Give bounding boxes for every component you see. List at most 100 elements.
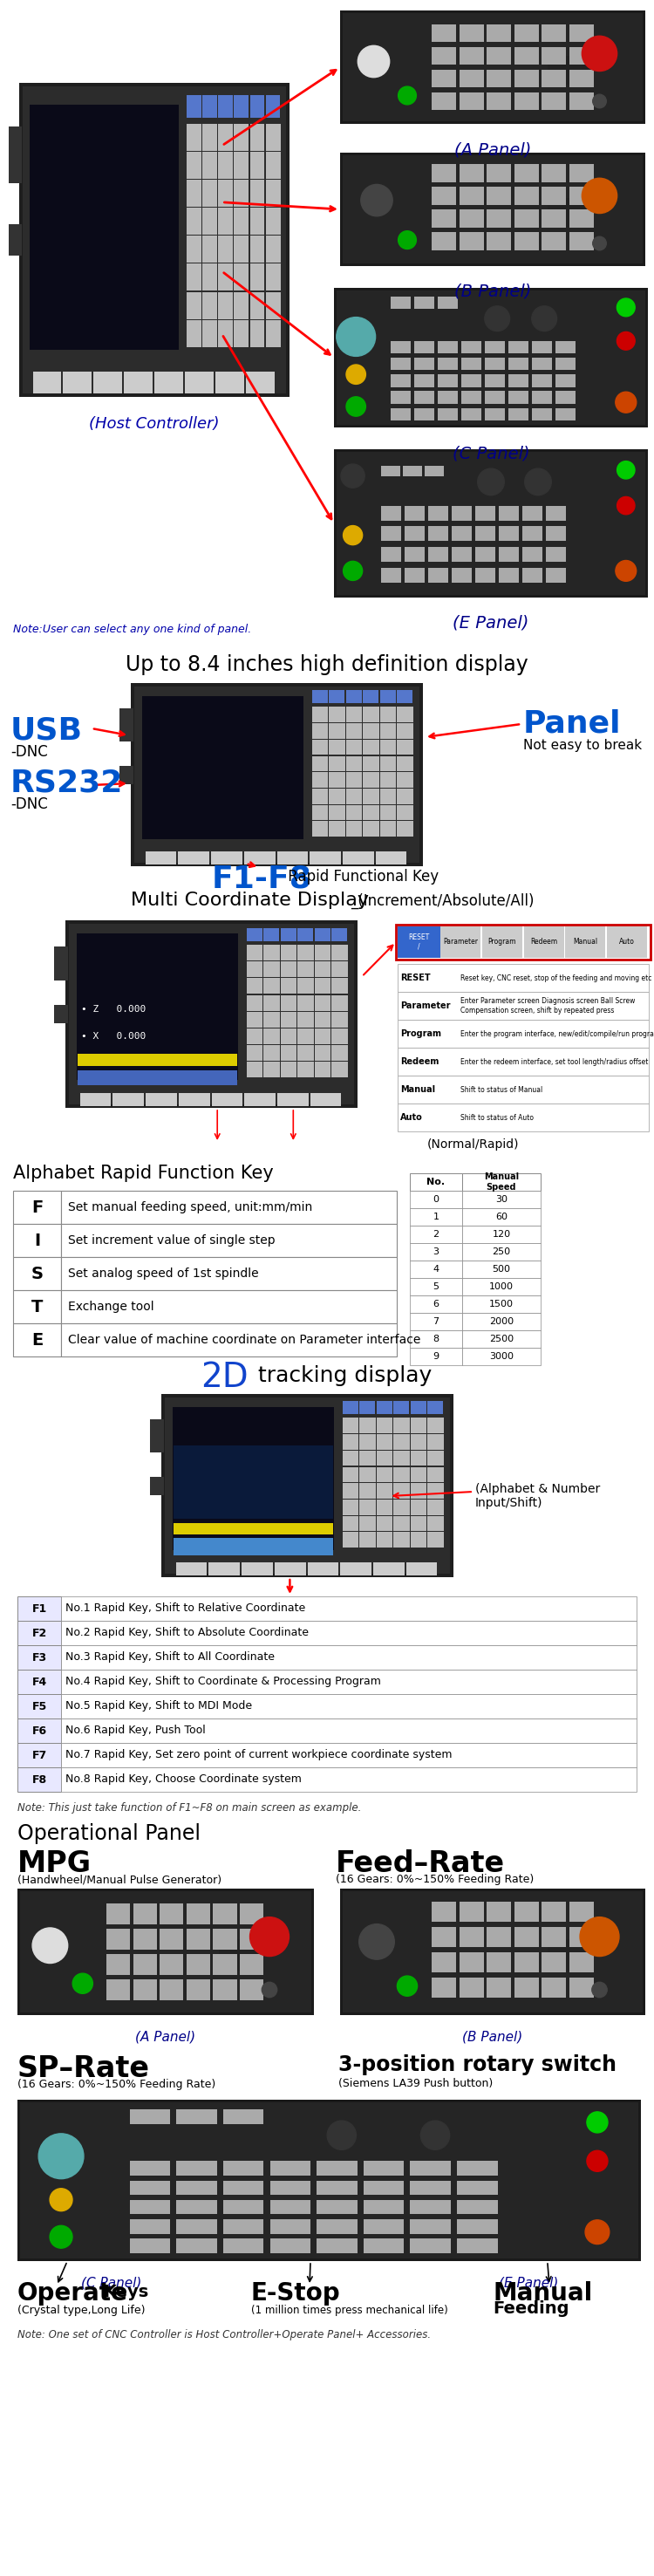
- Bar: [405, 567, 425, 582]
- Bar: [569, 165, 593, 183]
- Bar: [213, 1904, 237, 1924]
- Bar: [179, 1092, 210, 1105]
- Bar: [397, 804, 413, 819]
- Bar: [381, 546, 402, 562]
- Bar: [459, 23, 483, 41]
- Text: Set increment value of single step: Set increment value of single step: [68, 1234, 275, 1247]
- Bar: [514, 46, 538, 64]
- Bar: [377, 1499, 392, 1515]
- Bar: [363, 773, 379, 788]
- Bar: [514, 93, 538, 111]
- Circle shape: [592, 1981, 607, 1996]
- Bar: [508, 340, 528, 353]
- Bar: [129, 2161, 170, 2177]
- Bar: [270, 2218, 311, 2233]
- Bar: [346, 706, 362, 721]
- Bar: [281, 1061, 296, 1077]
- Bar: [410, 1314, 462, 1329]
- Bar: [334, 289, 648, 428]
- Bar: [514, 1901, 538, 1922]
- Bar: [315, 927, 330, 940]
- Bar: [398, 927, 440, 958]
- Bar: [514, 209, 538, 227]
- Bar: [298, 1012, 314, 1028]
- Bar: [247, 945, 262, 961]
- Bar: [346, 773, 362, 788]
- Bar: [343, 1891, 643, 2012]
- Bar: [532, 358, 552, 371]
- Bar: [438, 358, 458, 371]
- Bar: [360, 1435, 375, 1450]
- Text: 7: 7: [433, 1316, 439, 1327]
- Bar: [363, 755, 379, 770]
- Bar: [410, 1260, 462, 1278]
- Bar: [281, 945, 296, 961]
- Bar: [298, 961, 314, 976]
- Circle shape: [250, 1917, 289, 1955]
- Circle shape: [477, 469, 504, 495]
- Bar: [523, 526, 543, 541]
- Bar: [428, 567, 449, 582]
- Bar: [223, 2161, 264, 2177]
- Bar: [452, 526, 472, 541]
- Text: Operational Panel: Operational Panel: [18, 1824, 201, 1844]
- Bar: [187, 152, 201, 178]
- Bar: [364, 2218, 404, 2233]
- Bar: [438, 340, 458, 353]
- Bar: [129, 2239, 170, 2254]
- Bar: [242, 1564, 273, 1577]
- Bar: [219, 1940, 260, 1971]
- Text: Feeding: Feeding: [492, 2300, 569, 2316]
- Bar: [411, 1417, 426, 1432]
- Bar: [390, 374, 411, 386]
- Bar: [218, 319, 233, 348]
- Bar: [250, 291, 265, 319]
- Bar: [281, 1046, 296, 1061]
- Bar: [432, 46, 456, 64]
- Text: Shift to status of Auto: Shift to status of Auto: [460, 1113, 534, 1121]
- Bar: [162, 1394, 453, 1577]
- Text: Auto: Auto: [619, 938, 635, 945]
- Bar: [61, 1597, 636, 1620]
- Text: 9: 9: [433, 1352, 439, 1360]
- Bar: [244, 853, 275, 866]
- Bar: [247, 994, 262, 1010]
- Bar: [223, 2110, 264, 2125]
- Bar: [266, 180, 281, 206]
- Bar: [346, 804, 362, 819]
- Bar: [80, 1092, 111, 1105]
- Bar: [234, 237, 249, 263]
- Bar: [18, 1744, 61, 1767]
- Bar: [134, 688, 419, 863]
- Bar: [363, 706, 379, 721]
- Bar: [61, 1324, 397, 1358]
- Bar: [20, 2102, 638, 2259]
- Text: (E Panel): (E Panel): [453, 616, 529, 631]
- Text: _(Increment/Absolute/All): _(Increment/Absolute/All): [351, 894, 534, 909]
- Bar: [514, 23, 538, 41]
- Text: Note: One set of CNC Controller is Host Controller+Operate Panel+ Accessories.: Note: One set of CNC Controller is Host …: [18, 2329, 431, 2342]
- Bar: [397, 690, 413, 703]
- Bar: [174, 1522, 333, 1535]
- Bar: [9, 224, 22, 255]
- Bar: [364, 2239, 404, 2254]
- Bar: [360, 1484, 375, 1499]
- Bar: [223, 2239, 264, 2254]
- Bar: [542, 1953, 566, 1973]
- Bar: [566, 927, 606, 958]
- Bar: [281, 961, 296, 976]
- Bar: [329, 773, 345, 788]
- Bar: [542, 46, 566, 64]
- Bar: [452, 505, 472, 520]
- Bar: [406, 1564, 437, 1577]
- Bar: [223, 2218, 264, 2233]
- Bar: [360, 1466, 375, 1481]
- Bar: [462, 1244, 541, 1260]
- Bar: [410, 1278, 462, 1296]
- Bar: [160, 1929, 184, 1950]
- Bar: [508, 358, 528, 371]
- Bar: [410, 1190, 462, 1208]
- Bar: [414, 358, 434, 371]
- Bar: [555, 340, 576, 353]
- Text: Program: Program: [488, 938, 516, 945]
